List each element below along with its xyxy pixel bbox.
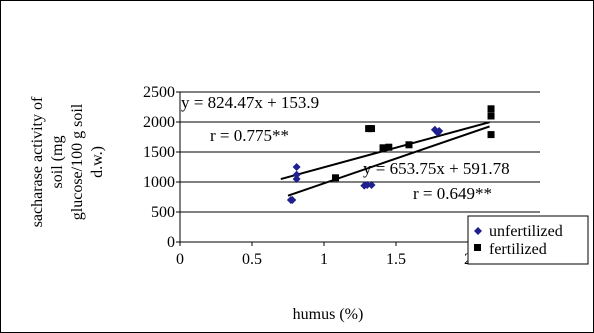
point-unfertilized xyxy=(292,170,301,179)
point-unfertilized xyxy=(367,181,376,189)
point-unfertilized xyxy=(435,127,444,135)
x-axis-title: humus (%) xyxy=(293,306,364,323)
point-unfertilized xyxy=(292,175,301,183)
legend-unfertilized-marker xyxy=(474,227,482,235)
fertilized-r-label: r = 0.775** xyxy=(210,126,289,145)
point-fertilized xyxy=(332,174,340,182)
trend-annotations: y = 824.47x + 153.9 r = 0.775** y = 653.… xyxy=(181,93,510,203)
point-unfertilized xyxy=(288,196,297,204)
legend-fertilized-marker xyxy=(474,244,481,251)
point-fertilized xyxy=(385,143,393,151)
legend: unfertilized fertilized xyxy=(467,215,589,265)
legend-fertilized-label: fertilized xyxy=(489,241,547,258)
point-fertilized xyxy=(487,112,495,120)
point-unfertilized xyxy=(363,181,372,189)
y-axis-title-line-3: glucose/100 g soil xyxy=(69,103,86,220)
gridlines xyxy=(180,91,540,213)
y-tick-label: 0 xyxy=(167,234,175,251)
y-axis-title: sacharase activity of soil (mg glucose/1… xyxy=(29,96,106,227)
y-tick-label: 1500 xyxy=(143,144,175,161)
x-tick-label: 0 xyxy=(176,251,184,268)
data-points xyxy=(286,105,495,204)
unfertilized-equation-label: y = 653.75x + 591.78 xyxy=(363,159,510,178)
y-axis-title-line-1: sacharase activity of xyxy=(29,96,46,227)
unfertilized-r-label: r = 0.649** xyxy=(413,184,492,203)
y-tick-label: 2500 xyxy=(143,84,175,101)
y-tick-label: 1000 xyxy=(143,174,175,191)
point-fertilized xyxy=(487,105,495,113)
legend-unfertilized-label: unfertilized xyxy=(489,223,563,240)
point-fertilized xyxy=(405,141,413,149)
x-tick-label: 1 xyxy=(320,251,328,268)
legend-box xyxy=(467,215,589,265)
point-fertilized xyxy=(368,125,376,133)
y-tick-label: 500 xyxy=(151,204,175,221)
point-unfertilized xyxy=(292,163,301,171)
x-tick-label: 1.5 xyxy=(386,251,406,268)
y-axis-title-line-4: d.w.) xyxy=(89,146,106,178)
point-fertilized xyxy=(487,131,495,139)
y-axis-title-line-2: soil (mg xyxy=(49,136,66,189)
y-tick-label: 2000 xyxy=(143,114,175,131)
fertilized-equation-label: y = 824.47x + 153.9 xyxy=(181,93,319,112)
trendline-fertilized xyxy=(287,125,490,197)
x-tick-label: 0.5 xyxy=(242,251,262,268)
point-fertilized xyxy=(379,144,387,152)
